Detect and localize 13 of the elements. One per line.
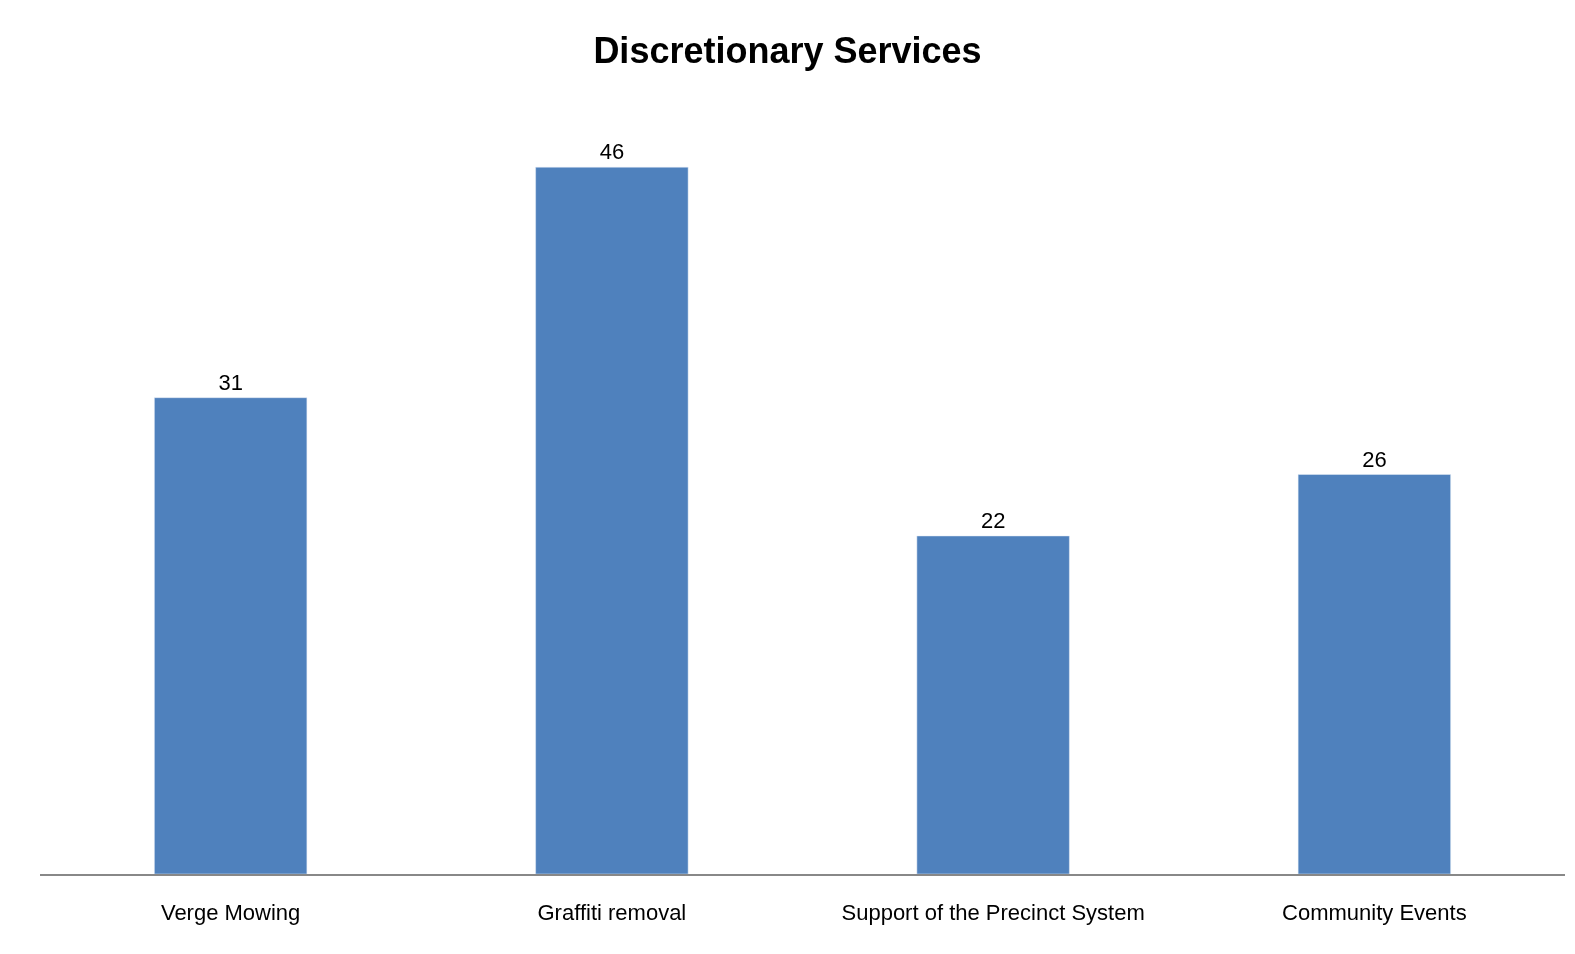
x-tick-label: Support of the Precinct System — [841, 900, 1145, 926]
bar — [1297, 474, 1451, 874]
data-label: 22 — [980, 507, 1006, 533]
bar — [916, 535, 1070, 874]
bar — [154, 397, 308, 874]
data-label: 26 — [1362, 446, 1387, 472]
bar — [535, 166, 689, 874]
chart-title: Discretionary Services — [593, 30, 982, 72]
x-tick-label: Community Events — [1282, 900, 1467, 926]
data-label: 31 — [218, 369, 243, 395]
x-tick-label: Graffiti removal — [537, 900, 687, 926]
x-tick-label: Verge Mowing — [160, 900, 301, 926]
data-label: 46 — [599, 139, 625, 165]
